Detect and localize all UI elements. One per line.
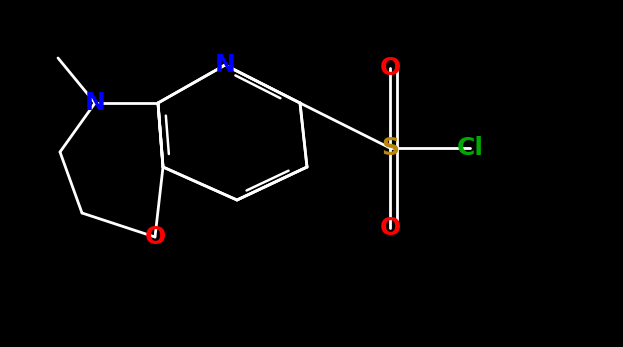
Text: Cl: Cl: [457, 136, 483, 160]
Text: O: O: [379, 56, 401, 80]
Text: N: N: [214, 53, 235, 77]
Text: O: O: [379, 216, 401, 240]
Text: O: O: [145, 225, 166, 249]
Text: S: S: [381, 136, 399, 160]
Text: N: N: [85, 91, 105, 115]
